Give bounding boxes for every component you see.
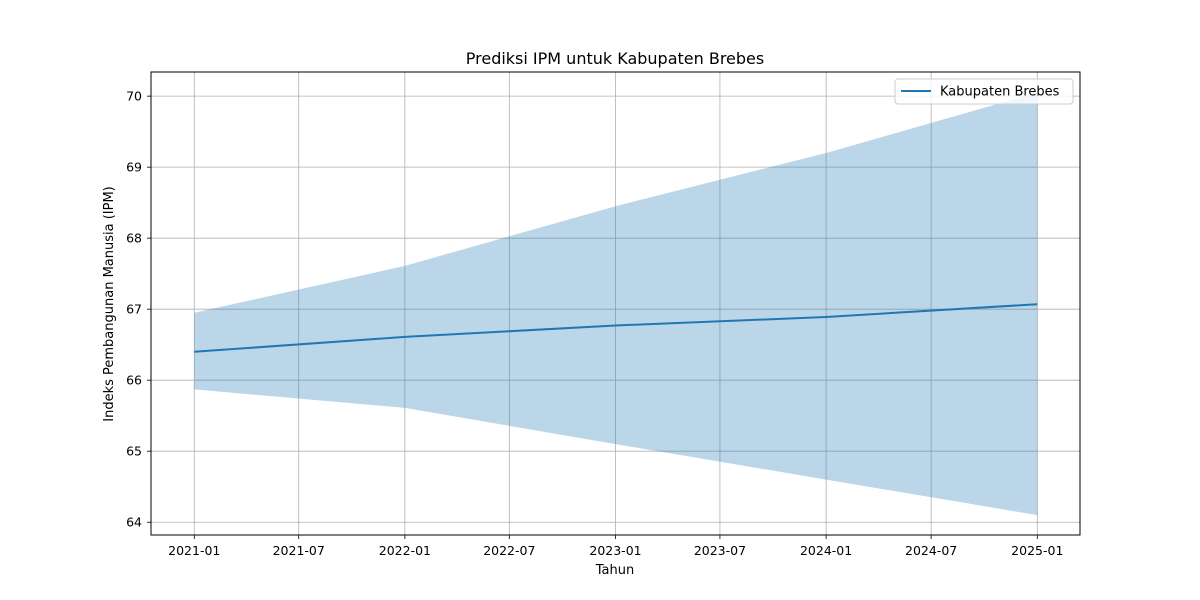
x-tick-label: 2024-01	[800, 543, 852, 558]
y-axis: 64 65 66 67 68 69 70	[126, 89, 151, 530]
x-tick-label: 2024-07	[905, 543, 957, 558]
x-tick-label: 2025-01	[1011, 543, 1063, 558]
legend-label: Kabupaten Brebes	[940, 85, 1060, 100]
y-tick-label: 68	[126, 231, 142, 246]
x-axis: 2021-01 2021-07 2022-01 2022-07 2023-01 2023-…	[168, 535, 1063, 558]
x-tick-label: 2023-01	[589, 543, 641, 558]
x-axis-label: Tahun	[595, 563, 634, 578]
x-tick-label: 2021-07	[273, 543, 325, 558]
x-tick-label: 2022-01	[379, 543, 431, 558]
chart-title: Prediksi IPM untuk Kabupaten Brebes	[466, 49, 764, 68]
confidence-band	[194, 92, 1038, 516]
grid	[151, 72, 1080, 535]
x-tick-label: 2023-07	[694, 543, 746, 558]
y-tick-label: 69	[126, 160, 142, 175]
y-axis-label: Indeks Pembangunan Manusia (IPM)	[102, 186, 117, 422]
legend-box	[894, 78, 1074, 105]
y-tick-label: 66	[126, 373, 142, 388]
y-tick-label: 67	[126, 302, 142, 317]
x-tick-label: 2021-01	[168, 543, 220, 558]
y-tick-label: 64	[126, 515, 142, 530]
series-line-kabupaten-brebes	[194, 303, 1038, 353]
y-tick-label: 65	[126, 444, 142, 459]
x-tick-label: 2022-07	[483, 543, 535, 558]
legend: Kabupaten Brebes	[894, 78, 1074, 105]
y-tick-label: 70	[126, 89, 142, 104]
